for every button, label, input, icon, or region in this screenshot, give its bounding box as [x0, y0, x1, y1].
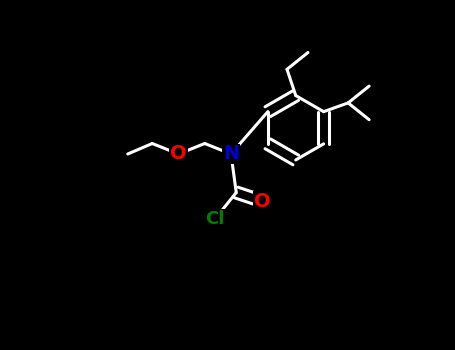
Text: O: O: [170, 145, 187, 163]
Text: Cl: Cl: [206, 210, 225, 228]
Text: N: N: [223, 145, 239, 163]
Text: O: O: [254, 192, 271, 211]
